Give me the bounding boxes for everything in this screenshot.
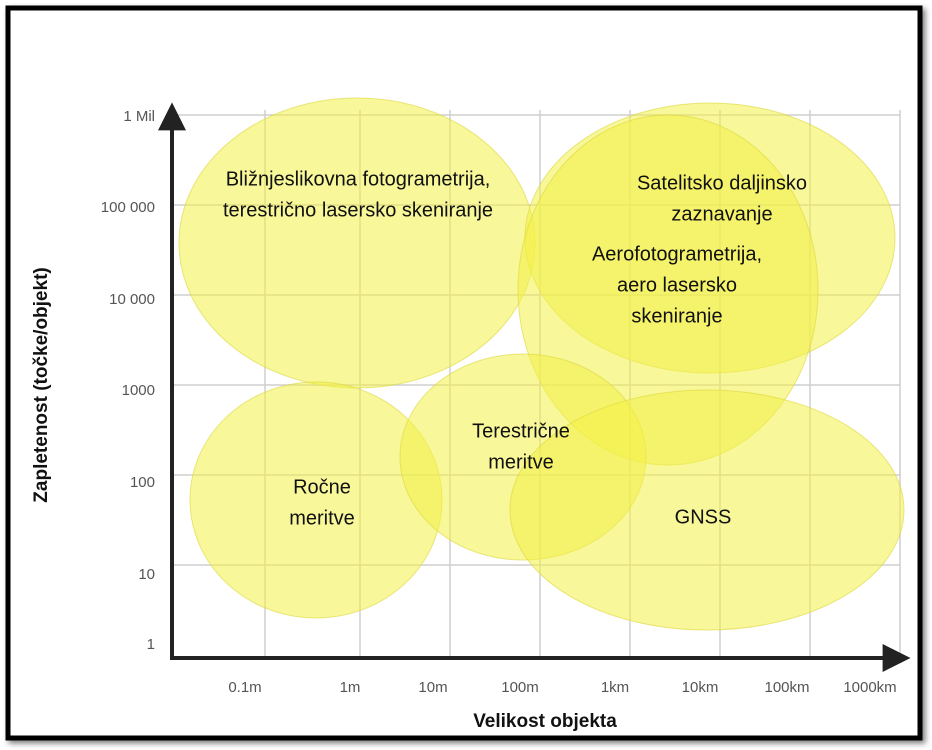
x-tick-label: 1m <box>340 679 361 696</box>
x-tick-label: 10km <box>682 679 719 696</box>
x-axis-title: Velikost objekta <box>473 711 617 732</box>
y-axis-title: Zapletenost (točke/objekt) <box>31 267 52 502</box>
y-tick-label: 100 000 <box>101 199 155 216</box>
bubble <box>189 381 443 619</box>
node-label: aero lasersko <box>617 274 737 296</box>
node-label: zaznavanje <box>671 203 772 225</box>
x-tick-label: 0.1m <box>228 679 261 696</box>
x-tick-label: 100km <box>764 679 809 696</box>
bubbles <box>178 97 905 631</box>
bubble <box>509 389 905 631</box>
node-label: GNSS <box>675 506 732 528</box>
node-label: Terestrične <box>472 420 570 442</box>
node-label: meritve <box>289 507 355 529</box>
labels: 0.1m 1m 10m 100m 1km 10km 100km 1000km 1 Mil 100 … <box>101 108 897 696</box>
y-tick-label: 10 <box>138 566 155 583</box>
node-label: Satelitsko daljinsko <box>637 172 807 194</box>
node-label: Aerofotogrametrija, <box>592 243 762 265</box>
x-tick-label: 1000km <box>843 679 896 696</box>
node-label: skeniranje <box>631 305 722 327</box>
y-tick-label: 1 Mil <box>123 108 155 125</box>
x-tick-label: 10m <box>418 679 447 696</box>
node-label: terestrično lasersko skeniranje <box>223 199 493 221</box>
bubble <box>178 97 536 389</box>
y-tick-label: 10 000 <box>109 291 155 308</box>
x-tick-label: 1km <box>601 679 629 696</box>
x-tick-label: 100m <box>501 679 539 696</box>
node-label: meritve <box>488 451 554 473</box>
y-tick-label: 1 <box>147 636 155 653</box>
node-label: Ročne <box>293 476 351 498</box>
y-tick-label: 1000 <box>122 382 155 399</box>
node-label: Bližnjeslikovna fotogrametrija, <box>226 168 491 190</box>
y-tick-label: 100 <box>130 474 155 491</box>
